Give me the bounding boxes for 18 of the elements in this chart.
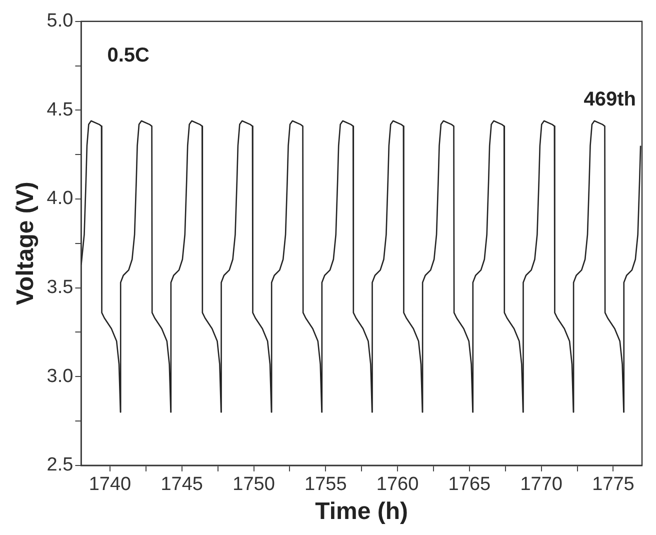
y-axis-title: Voltage (V) [12, 182, 40, 306]
y-tick-label: 4.5 [46, 99, 74, 120]
x-tick-label: 1775 [592, 474, 634, 496]
x-tick-label: 1770 [520, 474, 562, 496]
y-tick-label: 3.5 [46, 277, 74, 298]
y-tick-label: 4.0 [46, 188, 74, 210]
annotation: 469th [584, 88, 636, 110]
x-tick-label: 1740 [88, 474, 132, 496]
x-tick-label: 1745 [160, 474, 204, 496]
x-tick-label: 1765 [448, 474, 491, 496]
y-tick-label: 3.0 [46, 366, 74, 387]
x-tick-label: 1755 [304, 474, 347, 496]
annotation: 0.5C [107, 44, 150, 66]
y-tick-label: 5.0 [46, 10, 74, 32]
x-axis-title: Time (h) [315, 498, 408, 526]
x-tick-label: 1750 [232, 474, 275, 496]
x-tick-label: 1760 [376, 474, 419, 496]
y-tick-label: 2.5 [46, 454, 74, 476]
